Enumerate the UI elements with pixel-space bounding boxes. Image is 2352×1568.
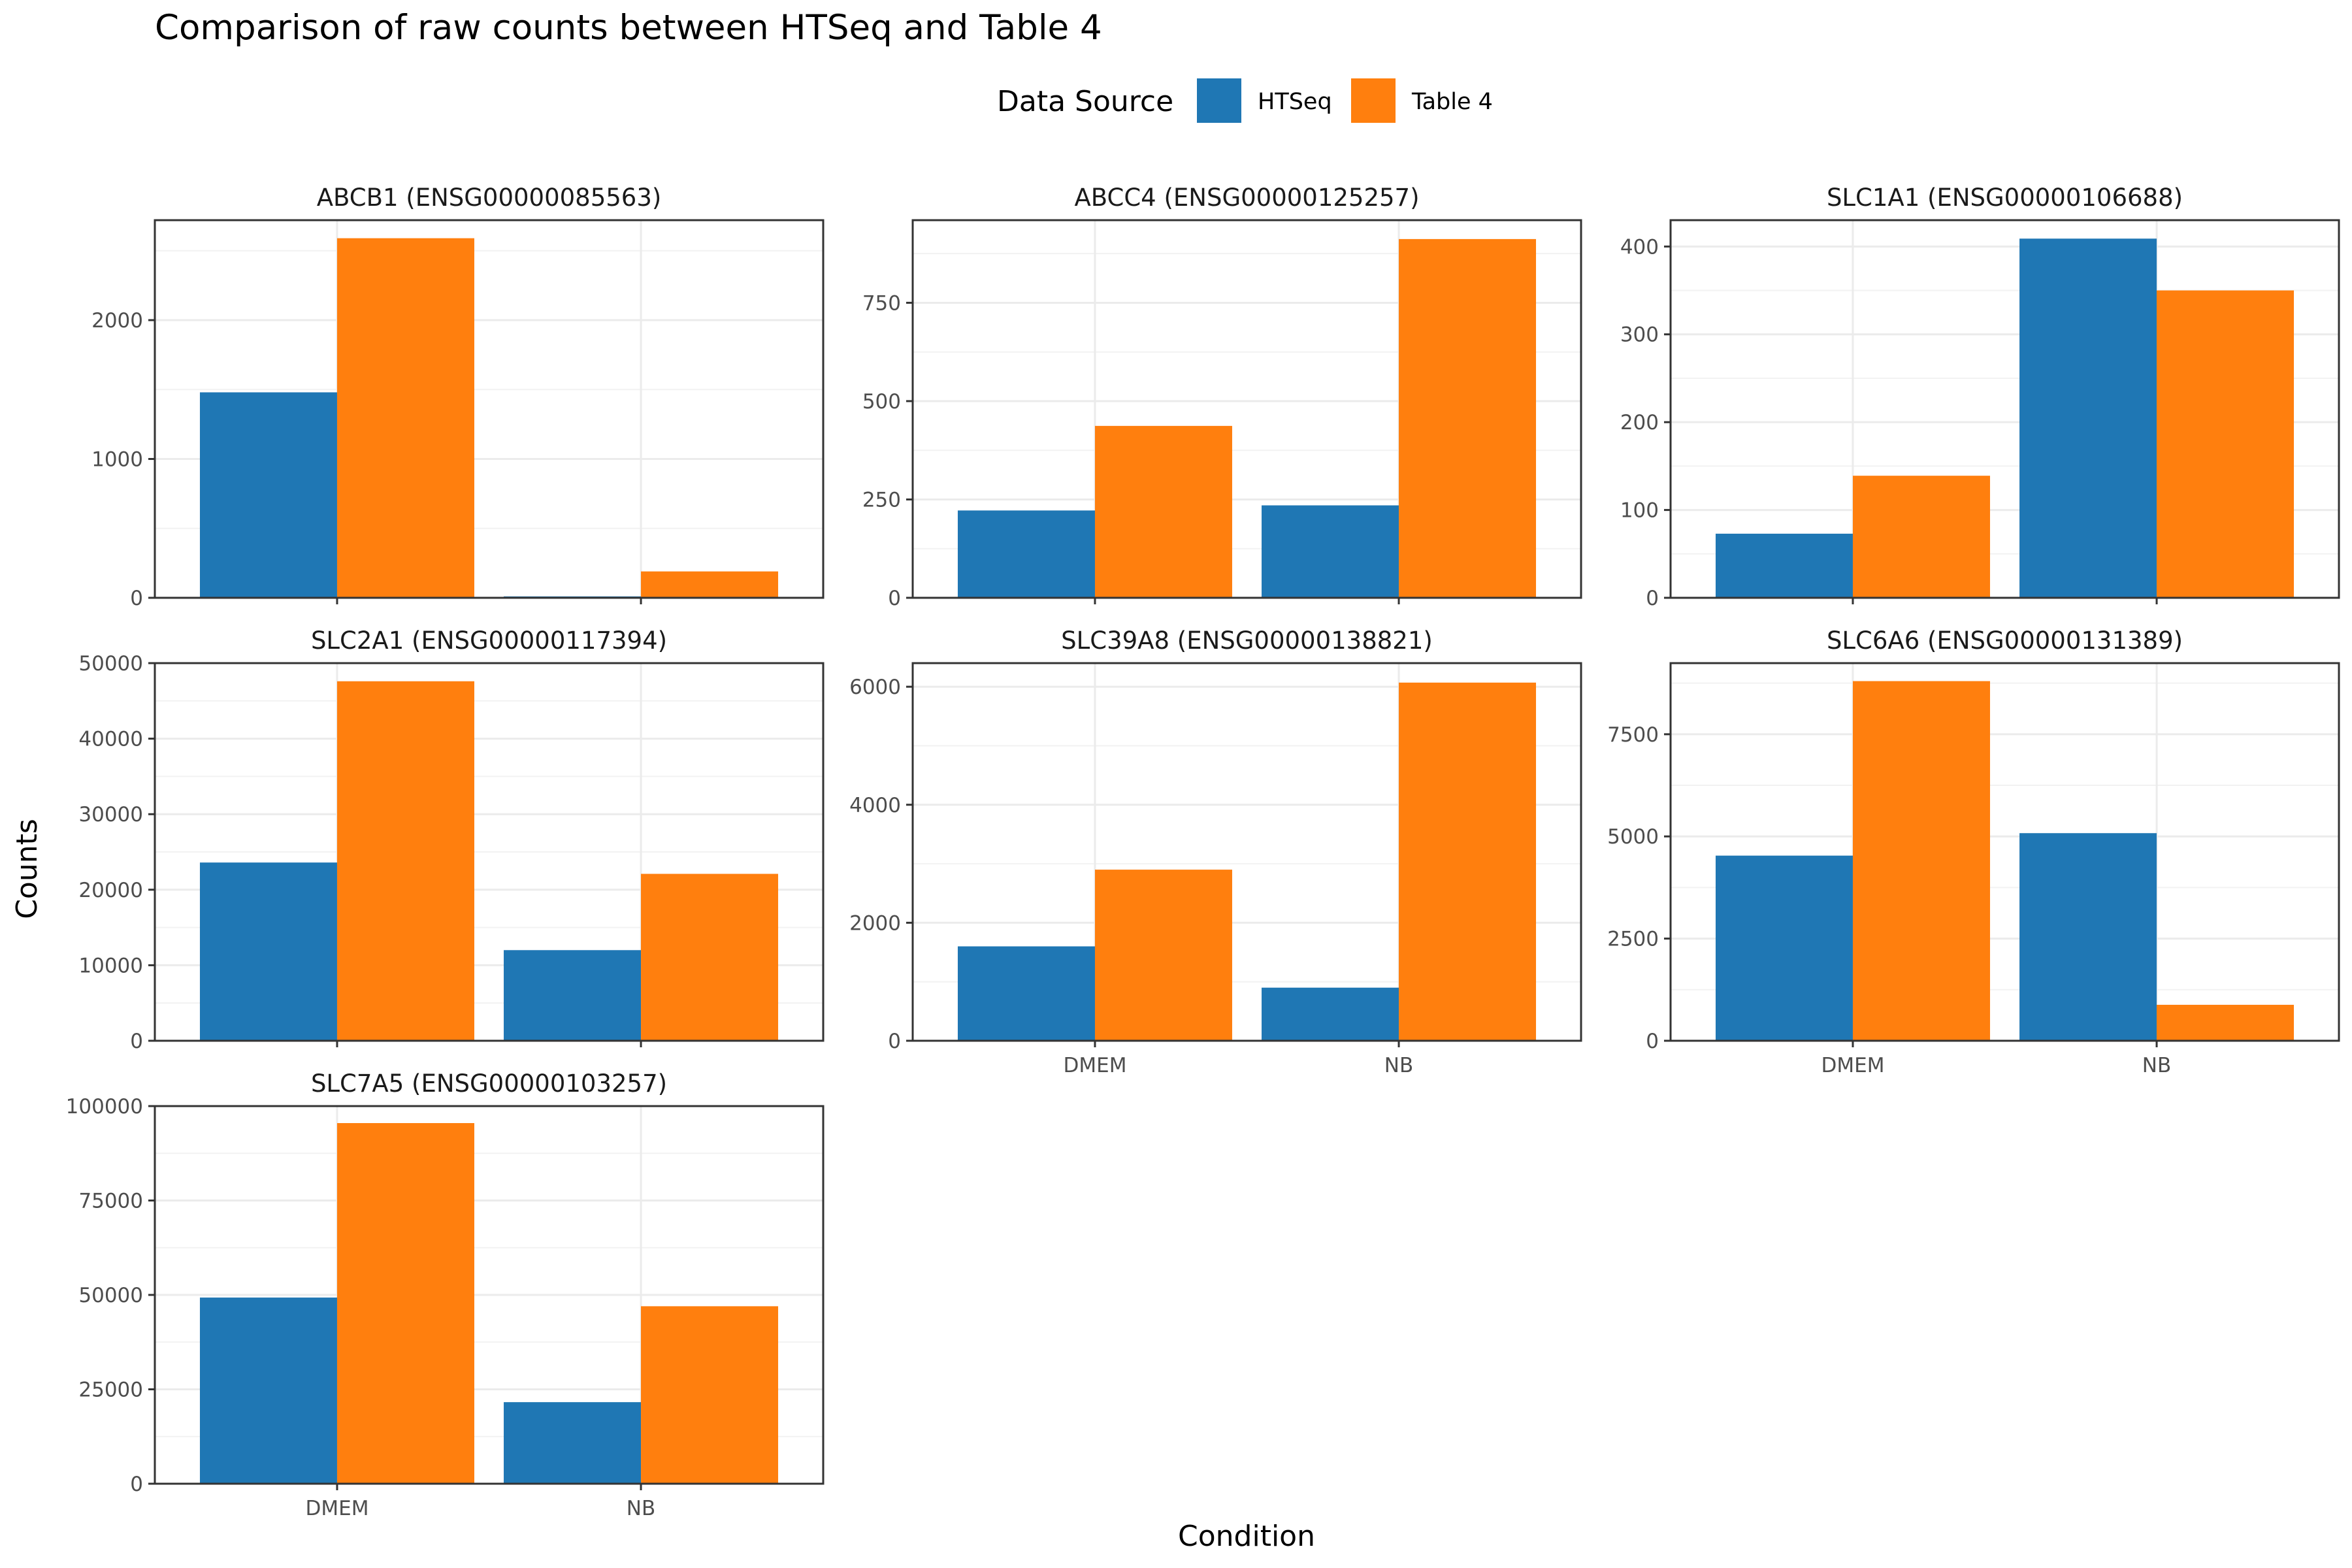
- y-tick-label: 40000: [78, 728, 143, 751]
- y-tick-label: 200: [1620, 411, 1659, 434]
- bar-htseq-abcc4-dmem: [957, 510, 1095, 598]
- legend-label-htseq: HTSeq: [1258, 89, 1332, 115]
- bar-table4-slc39a8-dmem: [1094, 870, 1232, 1041]
- panel-title-slc6a6: SLC6A6 (ENSG00000131389): [1827, 627, 2183, 655]
- y-tick-label: 2500: [1607, 928, 1659, 951]
- bar-htseq-slc2a1-dmem: [199, 862, 337, 1041]
- y-tick-label: 6000: [849, 676, 901, 699]
- bar-table4-abcb1-nb: [641, 571, 779, 598]
- y-tick-label: 500: [862, 390, 901, 414]
- y-tick-label: 75000: [78, 1190, 143, 1213]
- y-tick-label: 20000: [78, 879, 143, 902]
- y-axis-title: Counts: [10, 819, 44, 919]
- bar-htseq-slc6a6-nb: [2019, 833, 2157, 1041]
- panel-title-slc7a5: SLC7A5 (ENSG00000103257): [311, 1070, 667, 1098]
- panel-title-slc1a1: SLC1A1 (ENSG00000106688): [1827, 184, 2183, 212]
- panel-border: [154, 1105, 825, 1485]
- legend-title: Data Source: [997, 85, 1173, 118]
- y-tick-label: 1000: [91, 448, 143, 472]
- bar-table4-slc7a5-dmem: [336, 1123, 474, 1484]
- bar-htseq-slc2a1-nb: [504, 950, 642, 1041]
- bar-table4-slc2a1-nb: [641, 874, 779, 1041]
- panel-abcb1: ABCB1 (ENSG00000085563) 0 1000 2000: [91, 184, 825, 610]
- bar-htseq-abcc4-nb: [1262, 505, 1399, 598]
- bar-table4-abcc4-dmem: [1094, 425, 1232, 598]
- bar-table4-slc6a6-dmem: [1852, 681, 1990, 1041]
- y-tick-label: 50000: [78, 1284, 143, 1307]
- y-tick-label: 0: [130, 587, 143, 610]
- bar-htseq-slc7a5-nb: [504, 1402, 642, 1484]
- panel-slc2a1: SLC2A1 (ENSG00000117394) 0 10000 20000 30000…: [78, 627, 825, 1053]
- bar-htseq-abcb1-dmem: [199, 392, 337, 598]
- panel-slc7a5: SLC7A5 (ENSG00000103257) 0 25000 50000 75000…: [66, 1070, 825, 1520]
- panel-title-abcb1: ABCB1 (ENSG00000085563): [317, 184, 662, 212]
- bar-table4-slc7a5-nb: [641, 1306, 779, 1484]
- bar-htseq-slc1a1-dmem: [1715, 533, 1853, 598]
- panel-slc6a6: SLC6A6 (ENSG00000131389) 0 2500 5000 7500 DME…: [1607, 627, 2340, 1077]
- y-tick-label: 300: [1620, 323, 1659, 347]
- y-tick-label: 2000: [849, 911, 901, 935]
- bar-htseq-slc6a6-dmem: [1715, 855, 1853, 1041]
- y-tick-label: 30000: [78, 803, 143, 826]
- y-tick-label: 400: [1620, 235, 1659, 259]
- chart-title: Comparison of raw counts between HTSeq a…: [155, 8, 1102, 48]
- x-tick-label-nb: NB: [2142, 1054, 2171, 1077]
- y-tick-label: 0: [888, 1030, 901, 1053]
- x-tick-label-dmem: DMEM: [1821, 1054, 1884, 1077]
- bar-htseq-slc39a8-dmem: [957, 946, 1095, 1041]
- y-tick-label: 100000: [66, 1095, 143, 1119]
- panel-border: [911, 219, 1582, 599]
- bar-table4-slc6a6-nb: [2157, 1004, 2295, 1041]
- panel-abcc4: ABCC4 (ENSG00000125257) 0 250 500 750: [862, 184, 1582, 610]
- bar-htseq-slc1a1-nb: [2019, 238, 2157, 598]
- y-tick-label: 25000: [78, 1379, 143, 1402]
- y-tick-label: 4000: [849, 794, 901, 817]
- panel-title-slc2a1: SLC2A1 (ENSG00000117394): [311, 627, 667, 655]
- y-tick-label: 0: [1646, 587, 1659, 610]
- bar-table4-slc1a1-dmem: [1852, 476, 1990, 598]
- x-tick-label-dmem: DMEM: [1063, 1054, 1126, 1077]
- y-tick-label: 50000: [78, 652, 143, 676]
- bar-table4-slc2a1-dmem: [336, 681, 474, 1041]
- y-tick-label: 7500: [1607, 723, 1659, 747]
- x-tick-label-nb: NB: [1384, 1054, 1413, 1077]
- panel-slc39a8: SLC39A8 (ENSG00000138821) 0 2000 4000 6000 DM…: [849, 627, 1582, 1077]
- y-tick-label: 0: [130, 1473, 143, 1496]
- y-tick-label: 10000: [78, 954, 143, 977]
- legend: Data Source HTSeq Table 4: [997, 78, 1493, 123]
- x-tick-label-nb: NB: [627, 1497, 655, 1520]
- bar-table4-slc39a8-nb: [1399, 682, 1537, 1041]
- y-tick-label: 2000: [91, 309, 143, 333]
- legend-swatch-table4: [1351, 78, 1396, 123]
- bar-table4-abcb1-dmem: [336, 238, 474, 598]
- panel-border: [911, 662, 1582, 1042]
- y-tick-label: 0: [888, 587, 901, 610]
- panel-slc1a1: SLC1A1 (ENSG00000106688) 0 100 200 300 400: [1620, 184, 2340, 610]
- panel-border: [154, 662, 825, 1042]
- x-axis-title: Condition: [1178, 1520, 1315, 1553]
- panel-title-abcc4: ABCC4 (ENSG00000125257): [1074, 184, 1419, 212]
- legend-label-table4: Table 4: [1411, 89, 1493, 115]
- y-tick-label: 250: [862, 488, 901, 512]
- y-tick-label: 100: [1620, 499, 1659, 523]
- bar-htseq-slc7a5-dmem: [199, 1298, 337, 1484]
- bar-table4-slc1a1-nb: [2157, 290, 2295, 598]
- bar-table4-abcc4-nb: [1399, 238, 1537, 598]
- panel-border: [1669, 219, 2340, 599]
- legend-swatch-htseq: [1197, 78, 1241, 123]
- y-tick-label: 0: [130, 1030, 143, 1053]
- y-tick-label: 0: [1646, 1030, 1659, 1053]
- y-tick-label: 750: [862, 291, 901, 315]
- panel-title-slc39a8: SLC39A8 (ENSG00000138821): [1061, 627, 1433, 655]
- panel-border: [154, 219, 825, 599]
- panel-border: [1669, 662, 2340, 1042]
- bar-htseq-slc39a8-nb: [1262, 987, 1399, 1041]
- y-tick-label: 5000: [1607, 825, 1659, 849]
- x-tick-label-dmem: DMEM: [305, 1497, 368, 1520]
